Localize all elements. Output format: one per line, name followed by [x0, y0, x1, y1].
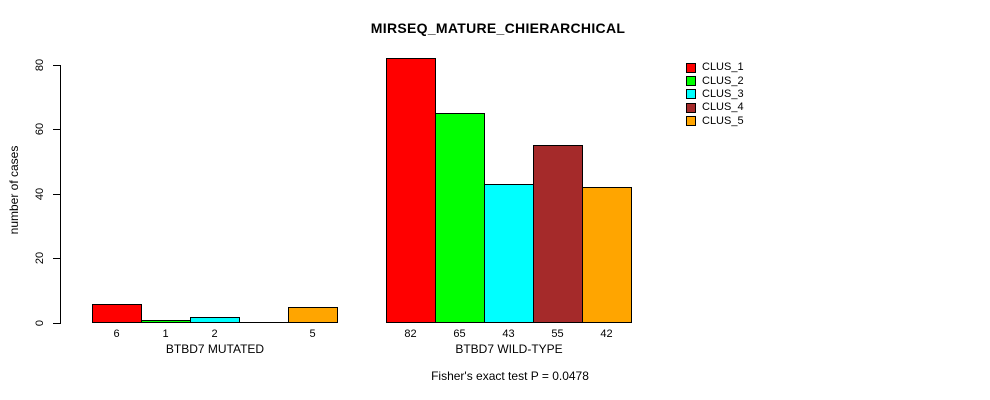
bar-clus_1	[386, 58, 436, 323]
bar-value-label: 2	[211, 328, 218, 340]
bar-value-label: 65	[453, 328, 466, 340]
y-axis-tick-label: 20	[34, 251, 46, 265]
bar-clus_1	[92, 304, 142, 323]
bar-clus_3	[190, 317, 240, 323]
group-label-btbd7-wild-type: BTBD7 WILD-TYPE	[455, 342, 563, 356]
legend-swatch-icon	[686, 116, 696, 127]
bar-value-label: 55	[551, 328, 564, 340]
bar-value-label: 82	[404, 328, 417, 340]
bar-clus_2	[141, 320, 191, 323]
y-axis-tick	[53, 129, 60, 130]
legend-item-clus_1: CLUS_1	[686, 61, 744, 74]
legend-item-clus_3: CLUS_3	[686, 88, 744, 101]
bar-clus_2	[435, 113, 485, 323]
y-axis-title: number of cases	[7, 145, 21, 235]
bar-clus_4	[239, 322, 289, 323]
legend-label: CLUS_3	[702, 87, 744, 100]
bar-clus_3	[484, 184, 534, 323]
bar-value-label: 43	[502, 328, 515, 340]
bar-value-label: 5	[309, 328, 316, 340]
legend-item-clus_2: CLUS_2	[686, 74, 744, 87]
y-axis-tick-label: 40	[34, 187, 46, 201]
legend-label: CLUS_5	[702, 114, 744, 127]
bar-value-label: 1	[162, 328, 169, 340]
legend-swatch-icon	[686, 76, 696, 87]
y-axis-tick-label: 80	[34, 58, 46, 72]
group-label-btbd7-mutated: BTBD7 MUTATED	[165, 342, 265, 356]
legend-label: CLUS_4	[702, 101, 744, 114]
legend-label: CLUS_2	[702, 74, 744, 87]
bar-value-label: 6	[113, 328, 120, 340]
legend-swatch-icon	[686, 62, 696, 73]
y-axis-line	[60, 65, 61, 324]
footnote-pvalue: Fisher's exact test P = 0.0478	[431, 369, 589, 383]
y-axis-tick	[53, 65, 60, 66]
legend-swatch-icon	[686, 89, 696, 100]
bar-clus_4	[533, 145, 583, 323]
legend-item-clus_5: CLUS_5	[686, 115, 744, 128]
y-axis-tick	[53, 323, 60, 324]
y-axis-tick	[53, 194, 60, 195]
chart-title: MIRSEQ_MATURE_CHIERARCHICAL	[370, 20, 626, 36]
legend: CLUS_1 CLUS_2 CLUS_3 CLUS_4 CLUS_5	[686, 61, 744, 128]
y-axis-tick	[53, 258, 60, 259]
bar-clus_5	[582, 187, 632, 323]
legend-item-clus_4: CLUS_4	[686, 101, 744, 114]
y-axis-tick-label: 60	[34, 122, 46, 136]
bar-clus_5	[288, 307, 338, 323]
legend-label: CLUS_1	[702, 61, 744, 74]
bar-value-label: 42	[600, 328, 613, 340]
legend-swatch-icon	[686, 102, 696, 113]
y-axis-tick-label: 0	[34, 319, 46, 327]
